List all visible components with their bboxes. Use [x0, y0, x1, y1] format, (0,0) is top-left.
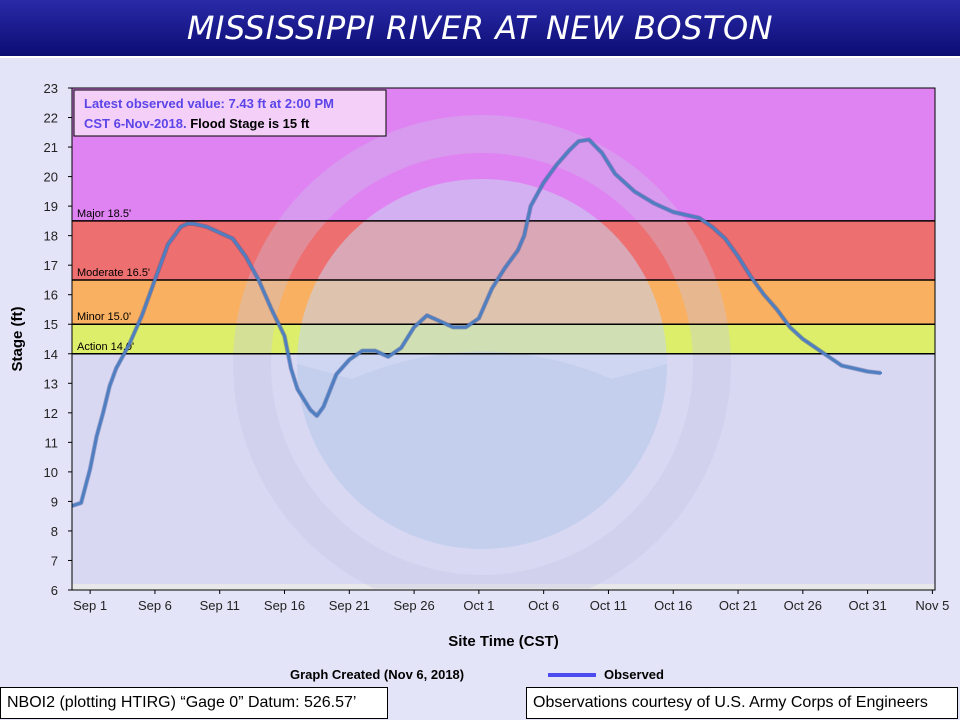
- y-tick-label: 18: [44, 229, 58, 244]
- flood-stage-text: Flood Stage is 15 ft: [187, 116, 310, 131]
- annotation-box: Latest observed value: 7.43 ft at 2:00 P…: [73, 89, 387, 137]
- x-tick-label: Sep 16: [264, 598, 305, 613]
- x-tick-label: Nov 5: [915, 598, 949, 613]
- stage-label-moderate: Moderate 16.5': [77, 267, 150, 279]
- y-tick-label: 17: [44, 258, 58, 273]
- y-tick-label: 8: [51, 524, 58, 539]
- plot-border: [71, 87, 936, 591]
- watermark-bird: [297, 351, 667, 549]
- datum-box: NBOI2 (plotting HTIRG) “Gage 0” Datum: 5…: [0, 687, 388, 719]
- latest-observed-date: CST 6-Nov-2018.: [84, 116, 187, 131]
- y-tick-label: 22: [44, 111, 58, 126]
- y-tick-label: 11: [45, 435, 59, 450]
- stage-label-major: Major 18.5': [77, 208, 131, 220]
- x-axis-label: Site Time (CST): [448, 633, 559, 650]
- x-tick-label: Sep 11: [200, 598, 240, 613]
- courtesy-box: Observations courtesy of U.S. Army Corps…: [526, 687, 958, 719]
- x-tick-label: Oct 26: [784, 598, 822, 613]
- noaa-watermark: [233, 115, 731, 590]
- courtesy-text: Observations courtesy of U.S. Army Corps…: [533, 694, 928, 711]
- stage-chart: Major 18.5' Moderate 16.5' Minor 15.0' Acti…: [9, 81, 949, 650]
- watermark-ring: [233, 115, 731, 590]
- observed-line: [72, 138, 883, 508]
- y-axis-label: Stage (ft): [9, 307, 26, 372]
- datum-text: NBOI2 (plotting HTIRG) “Gage 0” Datum: 5…: [7, 694, 357, 711]
- x-tick-label: Oct 11: [590, 598, 627, 613]
- legend: Observed: [548, 667, 664, 682]
- y-tick-label: 23: [44, 81, 58, 96]
- stage-label-action: Action 14.0': [77, 341, 134, 353]
- graph-created: Graph Created (Nov 6, 2018): [290, 667, 465, 682]
- legend-observed-swatch: [548, 672, 596, 677]
- x-tick-label: Oct 6: [528, 598, 559, 613]
- y-tick-label: 15: [44, 317, 58, 332]
- y-tick-label: 16: [44, 288, 58, 303]
- title-bar: MISSISSIPPI RIVER AT NEW BOSTON: [0, 0, 960, 58]
- x-tick-label: Oct 31: [848, 598, 886, 613]
- axis-strip-fill: [72, 584, 935, 590]
- y-tick-label: 7: [51, 553, 58, 568]
- chart-title: MISSISSIPPI RIVER AT NEW BOSTON: [186, 9, 774, 47]
- y-tick-label: 12: [44, 406, 58, 421]
- x-tick-label: Sep 1: [73, 598, 107, 613]
- y-tick-label: 21: [44, 140, 58, 155]
- x-tick-label: Sep 21: [329, 598, 370, 613]
- x-axis-strip: [72, 588, 935, 591]
- y-tick-label: 10: [44, 465, 58, 480]
- x-tick-label: Oct 16: [654, 598, 692, 613]
- y-tick-label: 14: [44, 347, 58, 362]
- latest-observed-text: Latest observed value: 7.43 ft at 2:00 P…: [84, 96, 334, 111]
- x-tick-label: Oct 1: [463, 598, 494, 613]
- legend-observed-label: Observed: [604, 667, 664, 682]
- svg-text:CST 6-Nov-2018. Flood Stage is: CST 6-Nov-2018. Flood Stage is 15 ft: [84, 116, 310, 131]
- y-tick-label: 9: [51, 494, 58, 509]
- x-tick-label: Oct 21: [719, 598, 757, 613]
- y-tick-label: 20: [44, 170, 58, 185]
- x-tick-label: Sep 26: [393, 598, 434, 613]
- x-tick-label: Sep 6: [138, 598, 172, 613]
- y-tick-label: 13: [44, 376, 58, 391]
- stage-label-minor: Minor 15.0': [77, 311, 131, 323]
- y-tick-label: 6: [51, 583, 58, 598]
- y-tick-label: 19: [44, 199, 58, 214]
